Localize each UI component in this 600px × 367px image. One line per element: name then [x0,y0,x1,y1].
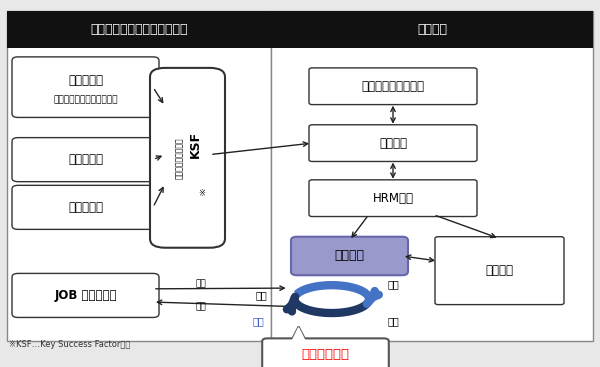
FancyBboxPatch shape [309,125,477,161]
Text: 報酬: 報酬 [387,316,399,326]
FancyBboxPatch shape [12,57,159,117]
Text: ※: ※ [199,189,205,198]
Text: 市場・顧客: 市場・顧客 [68,153,103,166]
FancyBboxPatch shape [12,138,159,182]
Text: 組織構造: 組織構造 [485,264,514,277]
FancyBboxPatch shape [12,273,159,317]
Bar [7,11,271,48]
Text: 採用: 採用 [196,279,206,288]
Bar [7,11,271,341]
FancyBboxPatch shape [309,180,477,217]
Text: 政治・経済・社会・技術等: 政治・経済・社会・技術等 [53,95,118,104]
Text: 業界・競合: 業界・競合 [68,201,103,214]
Polygon shape [292,328,305,341]
Text: KSF: KSF [189,131,202,159]
Text: 配置: 配置 [256,290,268,301]
Polygon shape [310,291,354,308]
Text: 育成: 育成 [253,316,265,326]
FancyBboxPatch shape [291,237,408,275]
Polygon shape [291,327,306,341]
Text: JOB マーケット: JOB マーケット [54,289,117,302]
Text: 人事制度: 人事制度 [335,250,365,262]
Text: 育成はここ！: 育成はここ！ [302,348,349,361]
Text: HRM戦略: HRM戦略 [373,192,413,205]
Bar [271,11,593,48]
Text: （業界の成功要因）: （業界の成功要因） [175,137,184,179]
Text: マクロ環境: マクロ環境 [68,74,103,87]
Text: 評価: 評価 [387,279,399,290]
Text: 内部環境: 内部環境 [417,23,447,36]
Text: 退職: 退職 [196,303,206,312]
FancyBboxPatch shape [435,237,564,305]
FancyBboxPatch shape [262,338,389,367]
Text: 企業理念・ビジョン: 企業理念・ビジョン [361,80,425,93]
Text: ※KSF…Key Success Factorの略: ※KSF…Key Success Factorの略 [9,341,130,349]
Bar [271,11,593,341]
FancyBboxPatch shape [12,185,159,229]
FancyBboxPatch shape [309,68,477,105]
Text: 外部環境（戦略の前提条件）: 外部環境（戦略の前提条件） [91,23,188,36]
FancyBboxPatch shape [150,68,225,248]
Text: 経営戦略: 経営戦略 [379,137,407,150]
